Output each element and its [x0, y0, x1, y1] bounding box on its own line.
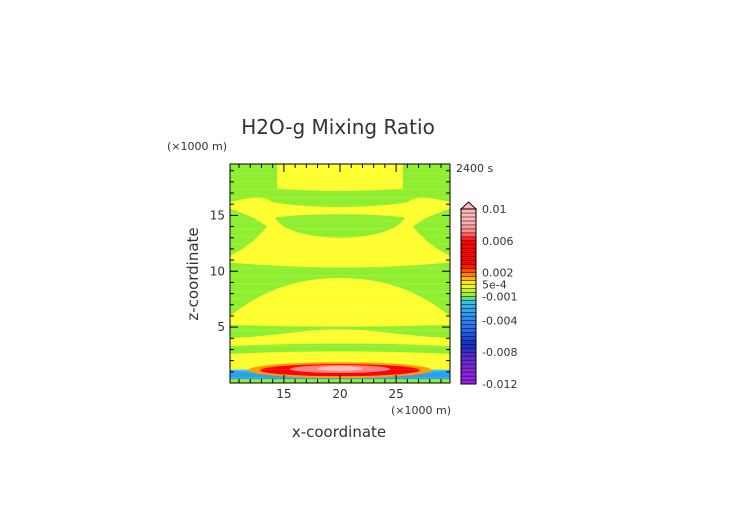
- colorbar-bin: [460, 344, 477, 349]
- time-label: 2400 s: [456, 162, 493, 175]
- colorbar-bin: [460, 264, 477, 269]
- x-unit-label: (×1000 m): [391, 404, 451, 417]
- region-lower-layer: [230, 329, 450, 347]
- chart-title: H2O-g Mixing Ratio: [241, 115, 435, 139]
- colorbar-bin: [460, 336, 477, 341]
- colorbar-bin: [460, 324, 477, 329]
- colorbar-bin: [460, 292, 477, 297]
- region-middle-layer: [230, 277, 450, 327]
- colorbar-bin: [460, 363, 477, 369]
- colorbar-bin: [460, 359, 477, 365]
- colorbar-bin: [460, 288, 477, 293]
- region-top-band: [277, 164, 403, 191]
- colorbar-bin: [460, 216, 477, 222]
- colorbar-bin: [460, 208, 477, 214]
- colorbar-bin: [460, 304, 477, 309]
- x-axis: 15 20 25: [238, 164, 442, 401]
- x-tick-label: 25: [388, 387, 403, 401]
- colorbar-bin: [460, 248, 477, 253]
- colorbar-bin: [460, 252, 477, 257]
- colorbar-bin: [460, 375, 477, 381]
- colorbar-bin: [460, 260, 477, 265]
- colorbar-bin: [460, 308, 477, 313]
- y-axis-label: z-coordinate: [184, 227, 202, 320]
- colorbar-bin: [460, 371, 477, 377]
- colorbar-tick-label: -0.004: [482, 314, 517, 327]
- colorbar-bin: [460, 300, 477, 305]
- colorbar-bin: [460, 312, 477, 317]
- surface-max-core: [318, 365, 362, 371]
- contour-field: [230, 164, 450, 383]
- x-tick-label: 20: [332, 387, 347, 401]
- colorbar-bin: [460, 280, 477, 285]
- colorbar-bin: [460, 224, 477, 230]
- colorbar-bin: [460, 212, 477, 218]
- region-background: [230, 164, 450, 383]
- colorbar-tick-label: 0.002: [482, 267, 514, 280]
- colorbar-bin: [460, 328, 477, 333]
- colorbar-bin: [460, 256, 477, 261]
- y-tick-label: 5: [217, 320, 225, 334]
- colorbar-bin: [460, 316, 477, 321]
- colorbar-bin: [460, 379, 477, 385]
- colorbar-tick-label: -0.008: [482, 346, 517, 359]
- colorbar-bin: [460, 236, 477, 242]
- colorbar-bin: [460, 228, 477, 234]
- colorbar-extend-arrow: [459, 201, 478, 210]
- x-axis-label: x-coordinate: [292, 423, 386, 441]
- y-unit-label: (×1000 m): [167, 140, 227, 153]
- colorbar-bin: [460, 340, 477, 345]
- colorbar-bin: [460, 296, 477, 301]
- colorbar-tick-label: 0.01: [482, 203, 507, 216]
- colorbar-bin: [460, 240, 477, 245]
- y-tick-label: 10: [210, 264, 225, 278]
- colorbar-bin: [460, 220, 477, 226]
- y-tick-label: 15: [210, 208, 225, 222]
- colorbar-bin: [460, 244, 477, 249]
- colorbar-tick-label: -0.012: [482, 378, 517, 391]
- colorbar-bin: [460, 284, 477, 289]
- colorbar-bin: [460, 268, 477, 273]
- colorbar-bin: [460, 355, 477, 361]
- colorbar-bin: [460, 276, 477, 281]
- colorbar-bin: [460, 351, 477, 357]
- colorbar-tick-label: 5e-4: [482, 279, 507, 292]
- colorbar-bin: [460, 367, 477, 373]
- colorbar-bin: [460, 348, 477, 353]
- colorbar-bin: [460, 272, 477, 277]
- y-axis: 5 10 15: [210, 170, 450, 373]
- region-upper-core: [274, 214, 406, 238]
- colorbar-bin: [460, 232, 477, 238]
- colorbar-tick-label: 0.006: [482, 235, 514, 248]
- x-tick-label: 15: [276, 387, 291, 401]
- colorbar-bin: [460, 332, 477, 337]
- colorbar-bin: [460, 320, 477, 325]
- colorbar-tick-label: -0.001: [482, 291, 517, 304]
